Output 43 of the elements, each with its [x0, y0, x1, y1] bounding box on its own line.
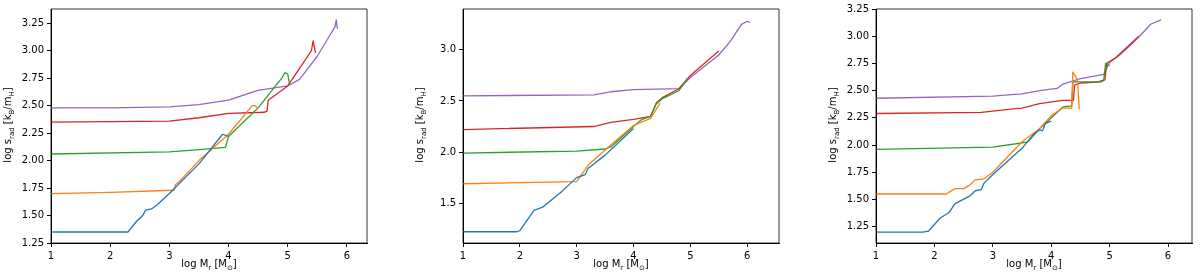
x-tick-label: 5 [1106, 249, 1113, 261]
y-tick-label: 2.00 [21, 154, 44, 166]
x-tick-label: 4 [225, 249, 232, 261]
y-tick-label: 2.00 [846, 138, 869, 150]
x-tick-label: 4 [630, 249, 637, 261]
x-axis-title: log M$_{r}$ [M$_{⊙}$] [1006, 258, 1062, 272]
y-tick-label: 3.25 [21, 16, 44, 28]
x-tick-label: 2 [516, 249, 524, 261]
x-tick-label: 1 [872, 249, 880, 261]
x-tick-label: 3 [166, 249, 173, 261]
y-tick-label: 1.75 [846, 165, 869, 177]
x-tick-label: 1 [459, 249, 467, 261]
x-tick-label: 6 [343, 249, 351, 261]
x-tick-label: 5 [687, 249, 694, 261]
x-tick-label: 2 [106, 249, 114, 261]
y-tick-label: 2.25 [846, 111, 869, 123]
y-tick-label: 1.5 [440, 196, 456, 208]
y-tick-label: 2.75 [21, 71, 44, 83]
x-tick-label: 1 [47, 249, 55, 261]
y-tick-label: 1.25 [846, 220, 869, 232]
x-tick-label: 3 [989, 249, 997, 261]
y-tick-label: 3.0 [440, 43, 456, 55]
x-tick-label: 2 [931, 249, 938, 261]
y-tick-label: 1.75 [21, 181, 44, 193]
x-tick-label: 5 [284, 249, 291, 261]
x-tick-label: 6 [743, 249, 751, 261]
y-tick-label: 2.25 [21, 126, 44, 138]
y-tick-label: 2.50 [846, 84, 869, 96]
y-tick-label: 2.0 [440, 145, 456, 157]
y-tick-label: 3.00 [21, 44, 44, 56]
x-tick-label: 3 [573, 249, 580, 261]
y-tick-label: 3.25 [846, 2, 869, 14]
y-tick-label: 3.00 [846, 29, 869, 41]
y-tick-label: 1.50 [21, 209, 44, 221]
x-axis-title: log M$_{r}$ [M$_{⊙}$] [181, 258, 237, 272]
y-tick-label: 1.50 [846, 193, 869, 205]
y-tick-label: 1.25 [21, 236, 44, 248]
x-tick-label: 4 [1048, 249, 1055, 261]
y-tick-label: 2.50 [21, 99, 44, 111]
y-tick-label: 2.5 [440, 94, 456, 106]
x-tick-label: 6 [1164, 249, 1172, 261]
x-axis-title: log M$_{r}$ [M$_{⊙}$] [593, 258, 649, 272]
y-tick-label: 2.75 [846, 57, 869, 69]
